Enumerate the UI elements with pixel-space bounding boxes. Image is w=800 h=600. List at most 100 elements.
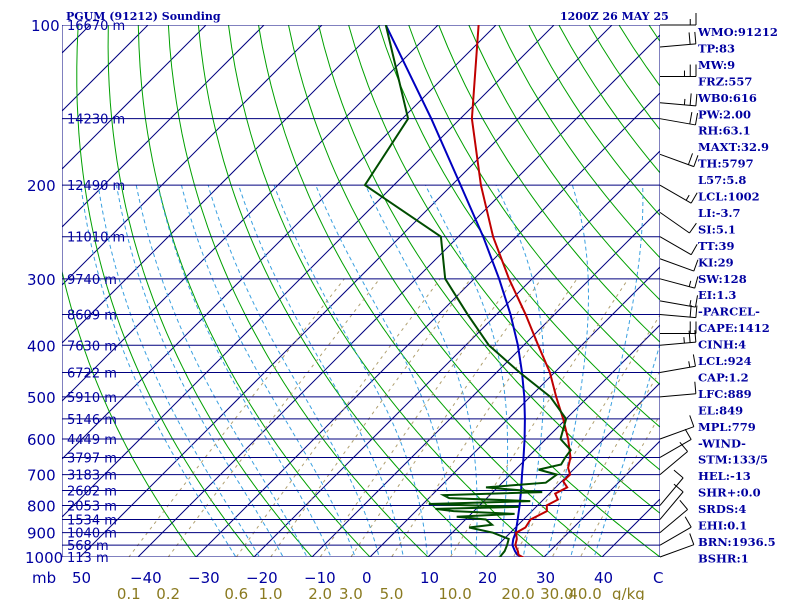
wind-barb [660,64,697,78]
wind-barb-flag [688,280,692,287]
height-label: 6722 m [67,367,117,382]
index-line: LCL:1002 [698,190,760,204]
wind-barb-staff [659,258,694,272]
mixing-ratio-tick-label: 0.2 [156,585,180,600]
dewpoint-profile [363,25,572,557]
pressure-tick-label: 1000 [25,549,63,567]
height-label: 568 m [67,539,109,554]
wind-barb-flag [694,381,697,394]
wind-barb [659,236,698,256]
dry-adiabat-line [76,25,255,557]
temperature-tick-label: −20 [246,569,278,587]
dry-adiabat-line [258,25,603,557]
height-label: 3183 m [67,469,117,484]
index-line: WB0:616 [697,91,757,105]
mixing-ratio-tick-label: 1.0 [259,585,283,600]
mixing-ratio-unit-label: g/kg [612,585,645,600]
wind-barb-staff [659,102,696,107]
moist-adiabat-line [135,184,308,557]
moist-adiabat-line [315,184,452,557]
wind-barb-flag [688,32,691,45]
wind-barb-flag [683,98,686,105]
height-label: 11010 m [67,231,125,246]
wind-barb-staff [659,451,688,475]
temperature-tick-label: 20 [478,569,497,587]
wind-barb-staff [659,365,696,374]
wind-barb [659,153,699,168]
wind-barb-staff [659,477,684,506]
dry-adiabat-line [288,25,660,557]
wind-barb-flag [694,295,699,308]
mixing-ratio-line [319,278,515,557]
mixing-ratio-tick-label: 5.0 [380,585,404,600]
pressure-tick-label: 500 [27,389,56,407]
wind-barb-staff [659,313,696,319]
wind-barb-staff [659,393,696,398]
index-line: LFC:889 [698,387,752,401]
dry-adiabat-line [167,25,429,557]
wind-barb-flag [685,194,690,201]
moist-adiabat-line [116,185,284,557]
dry-adiabat-line [468,25,660,301]
wind-barb-flag [694,31,697,44]
temperature-tick-label: 10 [420,569,439,587]
isotherm-line [253,150,660,557]
dry-adiabat-line [62,269,197,557]
index-line: CAP:1.2 [698,370,749,384]
height-label: 2053 m [67,499,117,514]
chart-time: 1200Z 26 MAY 25 [560,10,669,23]
index-line: CAPE:1412 [698,321,770,335]
index-line: BSHR:1 [698,551,749,565]
wind-barb-flag [693,155,699,167]
dry-adiabat-line [498,25,660,259]
index-line: -PARCEL- [698,305,760,319]
wind-barb [659,428,692,458]
wind-barb-staff [659,153,694,168]
mixing-ratio-tick-label: 20.0 [501,585,534,600]
wind-barb-flag [689,112,693,125]
height-label: 5910 m [67,391,117,406]
pressure-tick-label: 200 [27,177,56,195]
height-label: 113 m [67,551,109,566]
index-line: MAXT:32.9 [698,140,769,154]
index-line: MW:9 [698,58,735,72]
wind-barb-flag [689,222,697,234]
moist-adiabat-line [546,184,589,557]
temperature-tick-label: −30 [188,569,220,587]
isotherm-line [311,208,660,557]
mixing-ratio-tick-label: 0.1 [117,585,141,600]
height-label: 1040 m [67,527,117,542]
pressure-tick-label: 600 [27,431,56,449]
wind-barb [659,533,695,558]
wind-barb [659,483,684,520]
dry-adiabat-line [137,25,371,557]
wind-barb-flag [694,276,699,289]
mixing-ratio-line [449,278,629,557]
isotherm-line [369,266,660,557]
mixing-ratio-line [270,278,472,557]
index-line: CINH:4 [698,338,746,352]
index-line: -WIND- [698,436,746,450]
height-label: 4449 m [67,433,117,448]
index-line: EL:849 [698,403,743,417]
mixing-ratio-tick-label: 3.0 [339,585,363,600]
wind-barb [660,321,697,334]
isotherm-line [137,34,660,557]
pressure-unit-label: mb [32,569,56,587]
moist-adiabat-line [570,185,644,557]
pressure-tick-label: 300 [27,271,56,289]
wind-barb-staff [659,544,694,558]
wind-barb [659,415,695,440]
moist-adiabat-line [424,184,509,557]
wind-barb-staff [659,439,692,458]
wind-barb-flag [693,259,699,272]
temperature-tick-label: −10 [304,569,336,587]
isotherm-line [485,382,660,557]
chart-title: PGUM (91212) Sounding [66,10,221,23]
mixing-ratio-tick-label: 30.0 [540,585,573,600]
wind-barb [659,276,699,289]
index-line: EHI:0.1 [698,519,747,533]
moist-adiabat-line [97,185,260,557]
wind-barb [659,381,697,398]
index-line: PW:2.00 [698,107,751,121]
